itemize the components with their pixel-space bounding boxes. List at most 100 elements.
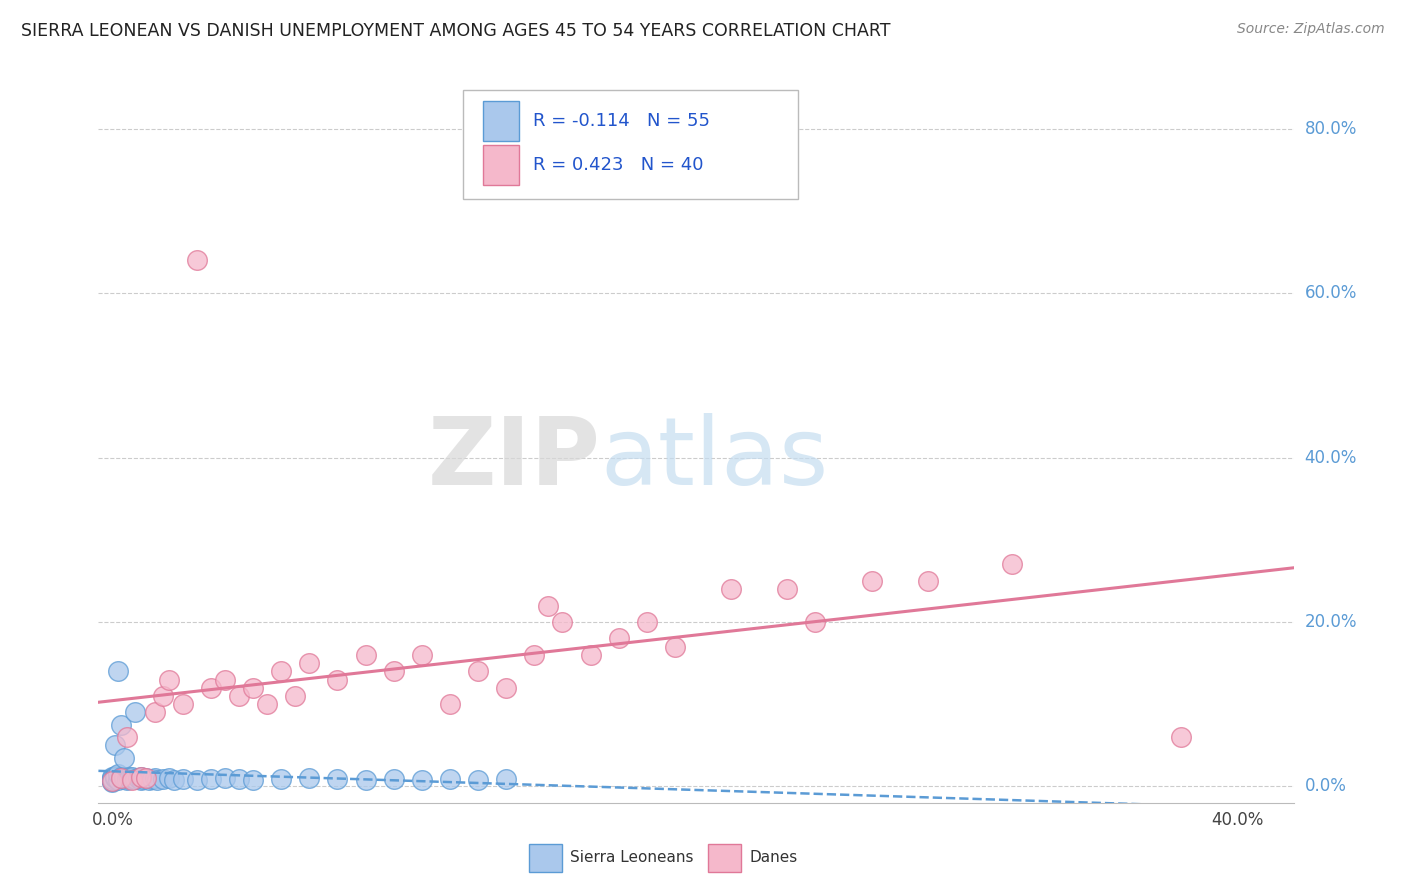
Text: Source: ZipAtlas.com: Source: ZipAtlas.com bbox=[1237, 22, 1385, 37]
Point bbox=[104, 771, 127, 785]
Point bbox=[107, 772, 129, 787]
Point bbox=[112, 772, 135, 786]
Point bbox=[214, 771, 236, 785]
Text: atlas: atlas bbox=[600, 413, 828, 505]
Point bbox=[118, 772, 141, 786]
Point bbox=[110, 771, 132, 785]
Point bbox=[101, 773, 124, 788]
Point bbox=[523, 648, 546, 662]
Text: 40.0%: 40.0% bbox=[1305, 449, 1357, 467]
Point bbox=[129, 770, 152, 784]
Point bbox=[110, 717, 132, 731]
Point bbox=[141, 772, 163, 786]
Point bbox=[115, 772, 138, 787]
Point bbox=[804, 615, 827, 629]
Point bbox=[101, 773, 124, 788]
Point bbox=[256, 697, 278, 711]
Point bbox=[132, 772, 155, 786]
Point bbox=[284, 689, 307, 703]
Point bbox=[579, 648, 602, 662]
Point bbox=[118, 770, 141, 784]
Text: 20.0%: 20.0% bbox=[1305, 613, 1357, 631]
Point bbox=[121, 772, 143, 787]
Point bbox=[152, 689, 174, 703]
Point bbox=[101, 775, 124, 789]
Point bbox=[860, 574, 883, 588]
Point bbox=[124, 706, 146, 720]
Point bbox=[101, 770, 124, 784]
Bar bbox=[484, 101, 519, 141]
Point bbox=[467, 772, 489, 787]
Point bbox=[107, 665, 129, 679]
Point bbox=[214, 673, 236, 687]
Point bbox=[112, 770, 135, 784]
Point bbox=[110, 770, 132, 784]
Point bbox=[163, 772, 186, 787]
Point bbox=[607, 632, 630, 646]
Point bbox=[143, 771, 166, 785]
Point bbox=[551, 615, 574, 629]
Point bbox=[101, 771, 124, 785]
Point bbox=[382, 665, 405, 679]
Point bbox=[439, 697, 461, 711]
Point bbox=[776, 582, 799, 596]
Point bbox=[495, 681, 517, 695]
Point bbox=[228, 772, 250, 786]
Point bbox=[101, 772, 124, 786]
Text: Danes: Danes bbox=[749, 850, 799, 865]
Text: SIERRA LEONEAN VS DANISH UNEMPLOYMENT AMONG AGES 45 TO 54 YEARS CORRELATION CHAR: SIERRA LEONEAN VS DANISH UNEMPLOYMENT AM… bbox=[21, 22, 890, 40]
Point bbox=[439, 772, 461, 786]
Point bbox=[115, 730, 138, 744]
Text: R = 0.423   N = 40: R = 0.423 N = 40 bbox=[533, 156, 704, 174]
Point bbox=[146, 772, 169, 787]
Point bbox=[664, 640, 686, 654]
Text: 80.0%: 80.0% bbox=[1305, 120, 1357, 138]
Point bbox=[354, 648, 377, 662]
Point bbox=[411, 772, 433, 787]
Point bbox=[110, 771, 132, 785]
Point bbox=[157, 771, 180, 785]
Point bbox=[326, 772, 349, 786]
Bar bbox=[709, 845, 741, 872]
Point bbox=[200, 681, 222, 695]
Point bbox=[720, 582, 742, 596]
Point bbox=[495, 772, 517, 786]
Point bbox=[101, 774, 124, 789]
Point bbox=[112, 750, 135, 764]
Point bbox=[467, 665, 489, 679]
Point bbox=[917, 574, 939, 588]
Point bbox=[121, 771, 143, 785]
Point bbox=[228, 689, 250, 703]
Point bbox=[135, 771, 157, 785]
Point bbox=[121, 770, 143, 784]
FancyBboxPatch shape bbox=[463, 90, 797, 200]
Point bbox=[124, 772, 146, 786]
Point bbox=[104, 770, 127, 784]
Point bbox=[104, 739, 127, 753]
Point bbox=[298, 656, 321, 670]
Point bbox=[152, 772, 174, 786]
Point bbox=[107, 767, 129, 781]
Point bbox=[129, 770, 152, 784]
Point bbox=[127, 771, 149, 785]
Point bbox=[138, 772, 160, 787]
Point bbox=[636, 615, 658, 629]
Bar bbox=[484, 145, 519, 186]
Bar bbox=[529, 845, 562, 872]
Point bbox=[172, 697, 194, 711]
Point bbox=[270, 772, 292, 786]
Text: 60.0%: 60.0% bbox=[1305, 285, 1357, 302]
Text: ZIP: ZIP bbox=[427, 413, 600, 505]
Point bbox=[242, 681, 264, 695]
Point bbox=[270, 665, 292, 679]
Point bbox=[298, 771, 321, 785]
Point bbox=[1001, 558, 1024, 572]
Point bbox=[104, 769, 127, 783]
Text: Sierra Leoneans: Sierra Leoneans bbox=[571, 850, 695, 865]
Point bbox=[326, 673, 349, 687]
Point bbox=[200, 772, 222, 786]
Point bbox=[537, 599, 560, 613]
Point bbox=[157, 673, 180, 687]
Point bbox=[354, 772, 377, 787]
Point bbox=[172, 772, 194, 786]
